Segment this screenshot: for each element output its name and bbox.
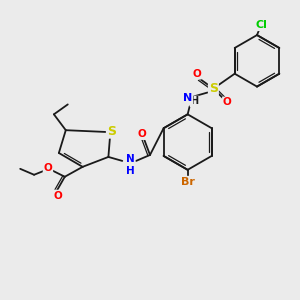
Text: Cl: Cl: [255, 20, 267, 30]
Text: O: O: [223, 98, 232, 107]
Text: O: O: [44, 163, 52, 173]
Text: N: N: [183, 94, 192, 103]
Text: S: S: [209, 82, 218, 95]
Text: Br: Br: [181, 177, 195, 187]
Text: O: O: [138, 129, 146, 139]
Text: N
H: N H: [126, 154, 135, 176]
Text: O: O: [192, 69, 201, 79]
Text: O: O: [53, 190, 62, 201]
Text: S: S: [107, 125, 116, 138]
Text: H: H: [190, 97, 199, 106]
